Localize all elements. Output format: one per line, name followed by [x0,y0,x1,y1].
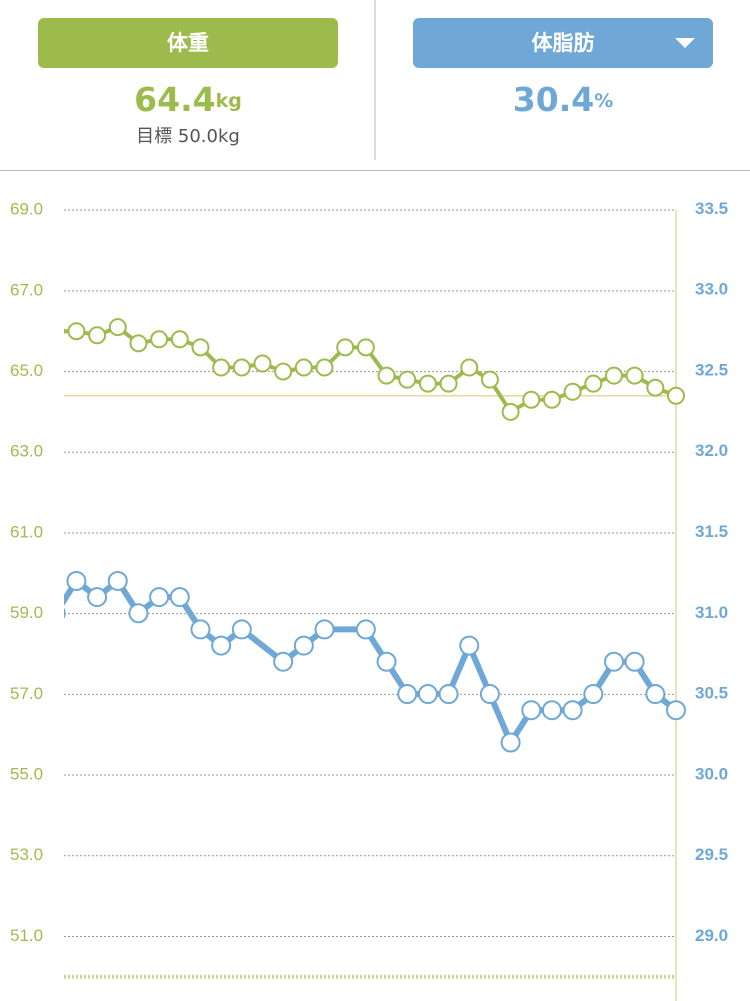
point [666,700,686,721]
point [542,390,561,409]
weight-number: 64.4 [134,80,215,119]
point [273,651,294,672]
point [64,607,66,619]
point [88,326,107,345]
point [149,587,170,608]
point [562,700,583,721]
point [480,370,499,389]
point [398,370,417,389]
point [107,570,128,591]
y-tick-label: 65.0 [10,361,43,380]
point [460,358,479,377]
y-tick-label: 53.0 [10,845,43,864]
plot [64,318,686,753]
point [129,334,148,353]
weight-unit: kg [216,90,242,112]
point [584,374,603,393]
fat-unit: % [594,90,613,112]
weight-tab-label[interactable]: 体重 [167,31,209,55]
y2-tick-label: 33.0 [695,280,728,299]
dropdown-arrow[interactable] [675,38,695,48]
y-tick-label: 67.0 [10,280,43,299]
point [232,358,251,377]
point [521,700,542,721]
point [274,362,293,381]
point [293,635,314,656]
point [355,619,376,640]
point [667,386,685,405]
weight-value: 64.4kg [134,80,242,119]
fat-number: 30.4 [513,80,594,119]
y-tick-label: 69.0 [10,200,43,219]
y2-tick-label: 29.5 [695,845,728,864]
point [604,366,623,385]
point [377,366,396,385]
point [438,684,459,705]
point [418,374,437,393]
fat-tab-label[interactable]: 体脂肪 [532,31,595,55]
point [253,354,272,373]
header-mask [0,146,374,170]
point [315,358,334,377]
y2-tick-label: 33.5 [695,199,728,218]
point [336,338,355,357]
point [522,390,541,409]
point [376,651,397,672]
y-tick-label: 51.0 [10,926,43,945]
point [169,587,190,608]
weight-goal: 目標 50.0kg [136,126,240,147]
point [231,619,252,640]
y2-tick-label: 30.0 [695,764,728,783]
y-tick-label: 55.0 [10,765,43,784]
point [294,358,313,377]
point [397,684,418,705]
y-tick-label: 57.0 [10,684,43,703]
point [87,587,108,608]
weight-tab[interactable] [38,18,338,68]
y2-tick-label: 32.0 [695,441,728,460]
y2-tick-label: 31.5 [695,522,728,541]
point [66,570,87,591]
point [625,366,644,385]
point [150,330,169,349]
point [170,330,189,349]
point [439,374,458,393]
y-tick-label: 61.0 [10,522,43,541]
point [211,635,232,656]
fat-tab[interactable] [413,18,713,68]
point [541,700,562,721]
point [314,619,335,640]
point [356,338,375,357]
point [479,684,500,705]
point [108,318,127,337]
point [128,603,149,624]
point [501,402,520,421]
point [417,684,438,705]
series-line [64,577,678,746]
y2-tick-label: 31.0 [695,603,728,622]
point [563,382,582,401]
y2-tick-label: 32.5 [695,360,728,379]
point [212,358,231,377]
point [646,378,665,397]
y2-tick-label: 30.5 [695,684,728,703]
fat-value: 30.4% [513,80,613,119]
point [500,732,521,753]
point [190,619,211,640]
y2-tick-label: 29.0 [695,926,728,945]
point [624,651,645,672]
point [64,327,65,335]
point [583,684,604,705]
point [603,651,624,672]
y-tick-label: 63.0 [10,442,43,461]
point [459,635,480,656]
point [67,322,86,341]
point [645,684,666,705]
y-tick-label: 59.0 [10,603,43,622]
point [191,338,210,357]
